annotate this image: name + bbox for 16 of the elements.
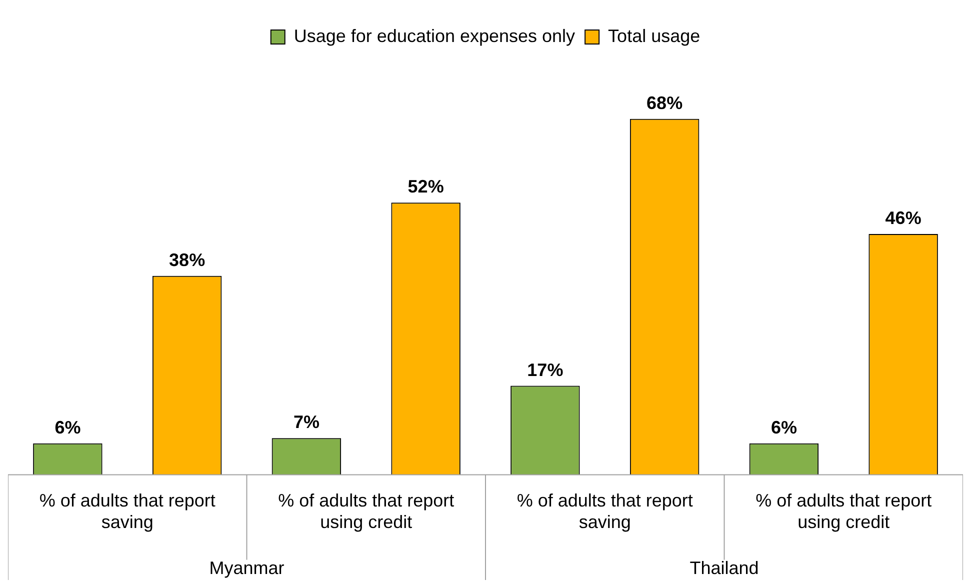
data-label: 17%: [527, 360, 564, 380]
data-label: 68%: [646, 92, 683, 113]
data-label: 46%: [885, 208, 922, 228]
data-label: 52%: [408, 176, 444, 197]
x-tick-label: % of adults that report saving: [39, 490, 216, 532]
text: Thailand: [690, 558, 759, 578]
legend-label: Total usage: [608, 26, 700, 46]
legend-label: Usage for education expenses only: [294, 26, 576, 46]
data-label: 6%: [770, 417, 797, 438]
data-label: 38%: [169, 250, 206, 270]
data-label: 6%: [54, 417, 81, 438]
x-tick-label: % of adults that report using credit: [278, 490, 454, 532]
x-tick-label: % of adults that report saving: [516, 490, 693, 532]
data-label: 7%: [293, 412, 320, 432]
x-tick-label: % of adults that report using credit: [756, 490, 932, 532]
text: Myanmar: [209, 558, 284, 578]
